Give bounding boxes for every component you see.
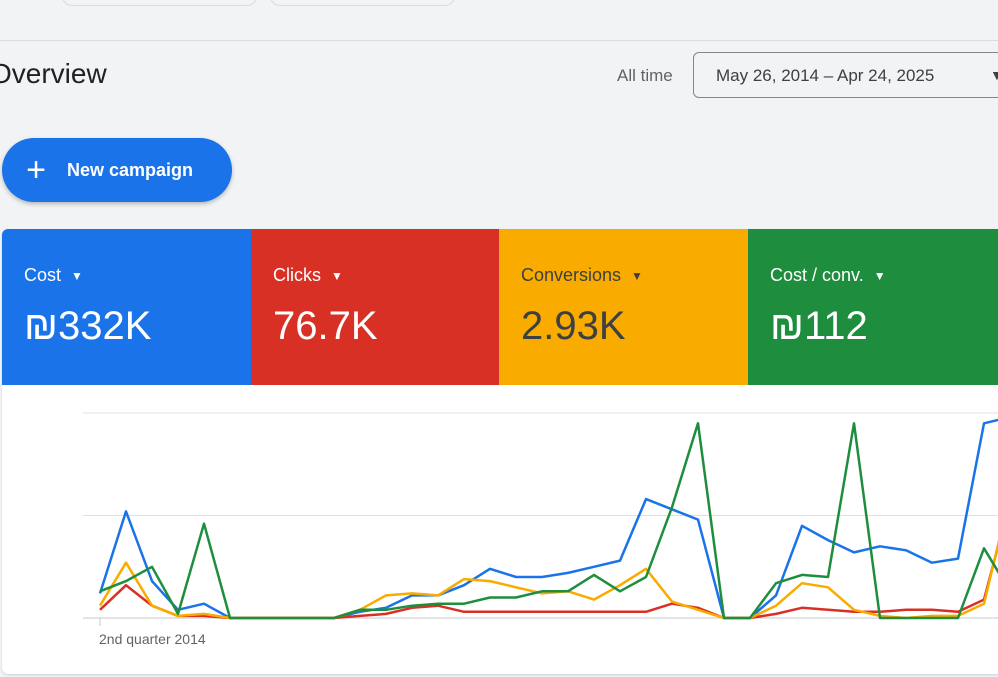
- new-campaign-button[interactable]: + New campaign: [2, 138, 232, 202]
- chevron-down-icon: ▼: [990, 67, 998, 83]
- series-line-1: [99, 541, 998, 620]
- filter-chip[interactable]: [270, 0, 455, 6]
- date-range-picker[interactable]: May 26, 2014 – Apr 24, 2025 ▼: [693, 52, 998, 98]
- series-line-0: [98, 418, 998, 620]
- x-tick-label: 2nd quarter 2014: [99, 631, 206, 647]
- dropdown-icon: ▼: [71, 268, 83, 283]
- filter-chip[interactable]: [62, 0, 257, 6]
- date-range-label: All time: [617, 66, 673, 85]
- metric-value: ₪112: [770, 304, 868, 348]
- metric-conversions[interactable]: Conversions ▼ 2.93K: [499, 229, 748, 385]
- metric-value: 2.93K: [521, 304, 626, 348]
- dropdown-icon: ▼: [631, 268, 643, 283]
- metric-value: ₪332K: [24, 304, 152, 348]
- dropdown-icon: ▼: [331, 268, 343, 283]
- series-line-3: [99, 422, 998, 620]
- divider: [0, 40, 998, 41]
- performance-chart: [83, 412, 998, 626]
- metric-name: Clicks: [273, 265, 321, 285]
- metric-cost[interactable]: Cost ▼ ₪332K: [2, 229, 251, 385]
- metric-cost-per-conversion[interactable]: Cost / conv. ▼ ₪112: [748, 229, 998, 385]
- date-range-value: May 26, 2014 – Apr 24, 2025: [716, 66, 935, 85]
- metric-clicks[interactable]: Clicks ▼ 76.7K: [251, 229, 500, 385]
- dropdown-icon: ▼: [873, 268, 886, 283]
- metric-name: Conversions: [521, 265, 622, 285]
- metric-name: Cost: [24, 265, 62, 285]
- metric-name: Cost / conv.: [770, 265, 864, 285]
- metric-value: 76.7K: [273, 304, 378, 348]
- new-campaign-label: New campaign: [67, 159, 194, 180]
- page-title: Overview: [0, 58, 107, 89]
- performance-card: Cost ▼ ₪332K Clicks ▼ 76.7K Conversions ▼ 2…: [2, 229, 998, 674]
- plus-icon: +: [26, 151, 46, 189]
